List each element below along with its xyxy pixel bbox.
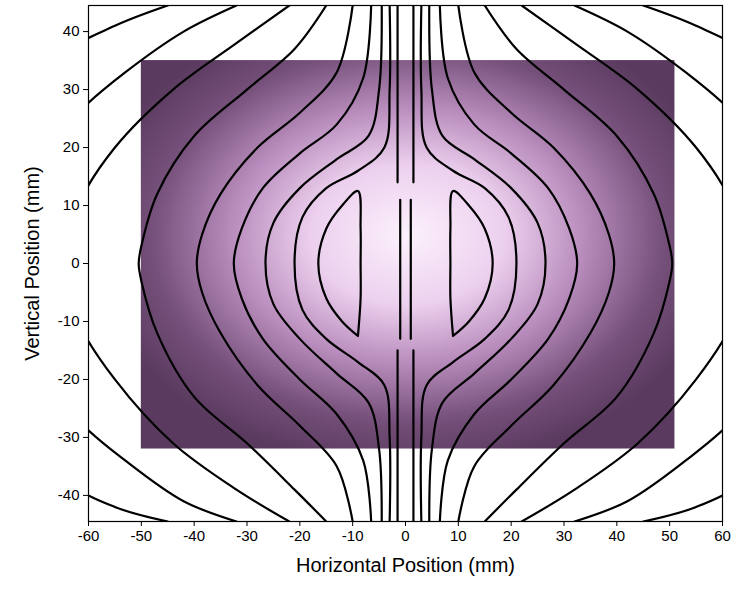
svg-text:-50: -50 [130,527,152,544]
svg-text:-40: -40 [183,527,205,544]
svg-text:20: 20 [63,138,80,155]
svg-text:20: 20 [503,527,520,544]
svg-text:40: 40 [63,22,80,39]
svg-text:-20: -20 [289,527,311,544]
svg-text:0: 0 [71,254,79,271]
svg-text:-10: -10 [342,527,364,544]
svg-text:60: 60 [714,527,731,544]
svg-text:-10: -10 [58,312,80,329]
svg-text:0: 0 [401,527,409,544]
svg-text:Vertical Position (mm): Vertical Position (mm) [21,166,43,361]
svg-text:-30: -30 [58,428,80,445]
svg-text:40: 40 [608,527,625,544]
svg-text:-30: -30 [236,527,258,544]
svg-text:10: 10 [450,527,467,544]
svg-text:50: 50 [661,527,678,544]
svg-text:30: 30 [556,527,573,544]
svg-text:30: 30 [63,80,80,97]
svg-text:10: 10 [63,196,80,213]
svg-text:Horizontal Position (mm): Horizontal Position (mm) [296,554,515,576]
svg-text:-20: -20 [58,370,80,387]
svg-text:-60: -60 [78,527,100,544]
svg-text:-40: -40 [58,486,80,503]
